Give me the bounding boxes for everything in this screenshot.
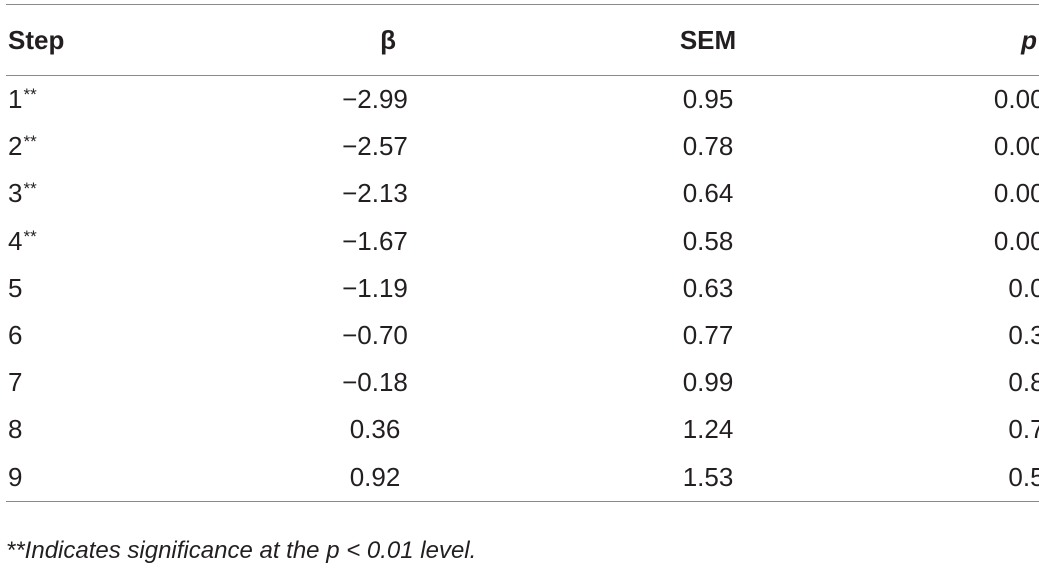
cell-step: 2** [6, 123, 208, 170]
header-step: Step [8, 24, 65, 55]
cell-beta: −0.18 [342, 367, 408, 398]
table-footnote: **Indicates significance at the p < 0.01… [6, 537, 477, 564]
step-number: 3 [8, 178, 23, 209]
step-number: 6 [8, 320, 23, 351]
cell-beta: −2.99 [342, 84, 408, 115]
cell-step: 9 [6, 454, 208, 502]
cell-sem: 0.63 [682, 272, 734, 303]
cell-beta: −2.13 [342, 178, 408, 209]
header-p: p [1021, 24, 1037, 55]
cell-p: 0.77 [1008, 414, 1039, 445]
cell-step: 7 [6, 359, 208, 406]
cell-step: 1** [6, 76, 208, 124]
cell-step: 3** [6, 170, 208, 217]
cell-p: 0.37 [1008, 320, 1039, 351]
table-row: 4** −1.67 0.58 0.004 [6, 218, 1039, 265]
significance-marker: ** [23, 132, 37, 152]
cell-step: 8 [6, 406, 208, 453]
cell-p: 0.86 [1008, 367, 1039, 398]
cell-step: 6 [6, 312, 208, 359]
cell-sem: 0.58 [682, 225, 734, 256]
table-row: 9 0.92 1.53 0.55 [6, 454, 1039, 502]
step-number: 7 [8, 367, 23, 398]
cell-sem: 1.24 [682, 414, 734, 445]
significance-marker: ** [23, 226, 37, 246]
cell-sem: 0.77 [682, 320, 734, 351]
cell-beta: 0.36 [349, 414, 401, 445]
step-number: 1 [8, 84, 23, 115]
table-row: 1** −2.99 0.95 0.002 [6, 76, 1039, 124]
table-body: 1**−2.990.950.0022**−2.570.780.0013**−2.… [6, 76, 1039, 502]
cell-beta: −1.67 [342, 225, 408, 256]
results-table-container: Step β SEM p 1**−2.990.950.0022**−2.570.… [6, 4, 1039, 502]
cell-p: 0.06 [1008, 272, 1039, 303]
table-row: 2** −2.57 0.78 0.001 [6, 123, 1039, 170]
cell-sem: 0.78 [682, 131, 734, 162]
cell-p: 0.002 [993, 84, 1039, 115]
results-table: Step β SEM p 1**−2.990.950.0022**−2.570.… [6, 4, 1039, 502]
table-row: 7 −0.18 0.99 0.86 [6, 359, 1039, 406]
cell-beta: −1.19 [342, 272, 408, 303]
cell-beta: −2.57 [342, 131, 408, 162]
step-number: 9 [8, 461, 23, 492]
table-row: 5 −1.19 0.63 0.06 [6, 265, 1039, 312]
cell-sem: 0.99 [682, 367, 734, 398]
cell-p: 0.001 [993, 131, 1039, 162]
cell-step: 5 [6, 265, 208, 312]
cell-sem: 0.95 [682, 84, 734, 115]
significance-marker: ** [23, 179, 37, 199]
cell-p: 0.55 [1008, 461, 1039, 492]
significance-marker: ** [23, 85, 37, 105]
cell-p: 0.001 [993, 178, 1039, 209]
table-header: Step β SEM p [6, 4, 1039, 76]
step-number: 5 [8, 272, 23, 303]
table-row: 3** −2.13 0.64 0.001 [6, 170, 1039, 217]
cell-beta: 0.92 [349, 461, 401, 492]
header-row: Step β SEM p [6, 4, 1039, 76]
header-sem: SEM [679, 24, 737, 55]
header-beta: β [380, 24, 396, 55]
cell-step: 4** [6, 218, 208, 265]
table-row: 6 −0.70 0.77 0.37 [6, 312, 1039, 359]
cell-sem: 0.64 [682, 178, 734, 209]
cell-beta: −0.70 [342, 320, 408, 351]
step-number: 8 [8, 414, 23, 445]
cell-sem: 1.53 [682, 461, 734, 492]
table-row: 8 0.36 1.24 0.77 [6, 406, 1039, 453]
cell-p: 0.004 [993, 225, 1039, 256]
step-number: 4 [8, 225, 23, 256]
step-number: 2 [8, 131, 23, 162]
